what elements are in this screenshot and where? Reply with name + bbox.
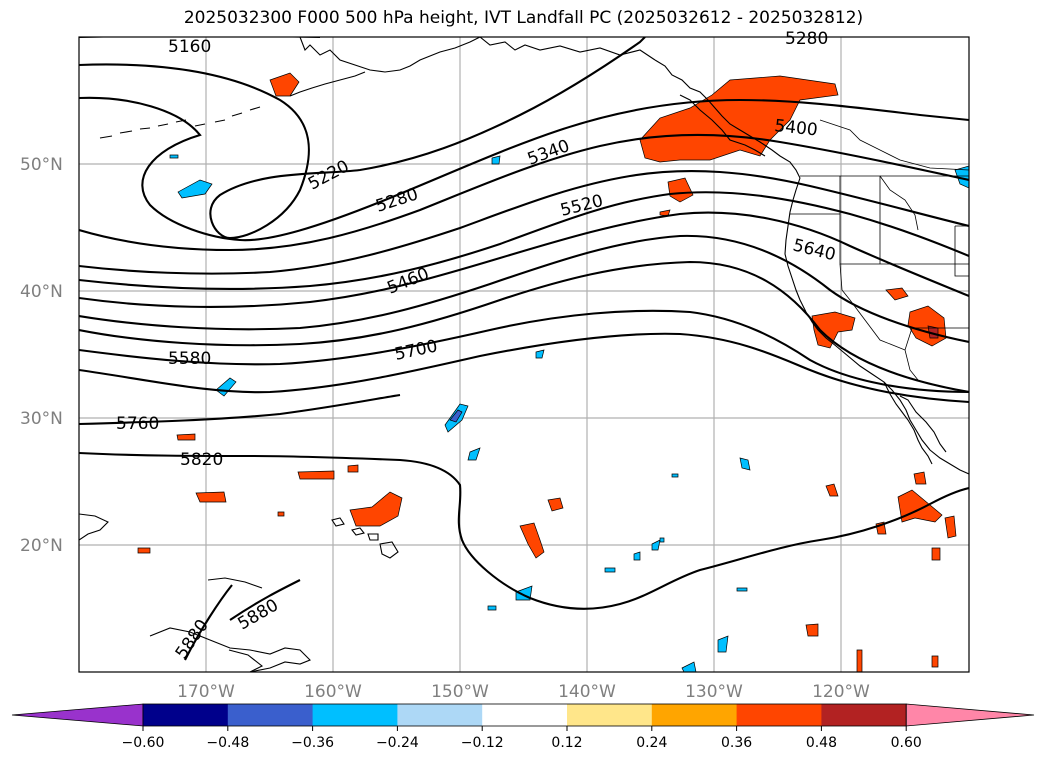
lon-label: 170°W xyxy=(177,682,235,702)
lon-label: 160°W xyxy=(304,682,362,702)
colorbar-tick-label: 0.36 xyxy=(721,735,752,751)
lon-label: 150°W xyxy=(431,682,489,702)
colorbar-tick-label: 0.24 xyxy=(636,735,667,751)
colorbar-tick-label: −0.48 xyxy=(206,735,249,751)
colorbar-segment xyxy=(227,704,314,726)
colorbar-segment xyxy=(143,704,229,726)
contour-label: 5760 xyxy=(116,414,159,434)
colorbar-segment xyxy=(567,704,653,726)
ivt-negative-shading xyxy=(169,154,969,672)
colorbar-tick-label: 0.48 xyxy=(806,735,837,751)
colorbar-segment xyxy=(821,704,907,726)
colorbar-tick-label: −0.24 xyxy=(376,735,419,751)
lat-label: 30°N xyxy=(20,409,63,429)
contour-label: 5820 xyxy=(180,450,223,470)
colorbar-extend-high xyxy=(905,703,1035,727)
colorbar-segment xyxy=(397,704,483,726)
lat-label: 50°N xyxy=(20,155,63,175)
lon-axis-labels: 170°W 160°W 150°W 140°W 130°W 120°W xyxy=(177,682,870,702)
colorbar-segment xyxy=(482,704,568,726)
colorbar-tick-label: −0.60 xyxy=(122,735,165,751)
colorbar-segment xyxy=(312,704,398,726)
colorbar-tick-label: −0.36 xyxy=(291,735,334,751)
lon-label: 120°W xyxy=(812,682,870,702)
lon-label: 140°W xyxy=(558,682,616,702)
colorbar-tick-label: 0.12 xyxy=(551,735,582,751)
colorbar-tick-label: −0.12 xyxy=(461,735,504,751)
ivt-positive-shading xyxy=(137,72,957,672)
lon-label: 130°W xyxy=(685,682,743,702)
lat-axis-labels: 50°N 40°N 30°N 20°N xyxy=(20,155,63,556)
map-title: 2025032300 F000 500 hPa height, IVT Land… xyxy=(183,8,864,28)
contour-label: 5160 xyxy=(168,37,211,57)
lat-label: 20°N xyxy=(20,536,63,556)
contour-label: 5580 xyxy=(168,349,211,369)
colorbar-segment xyxy=(651,704,738,726)
contour-label: 5400 xyxy=(773,116,818,140)
height-contours xyxy=(79,37,969,661)
map-frame xyxy=(78,36,970,673)
colorbar-outline xyxy=(142,703,907,727)
colorbar: −0.60 −0.48 −0.36 −0.24 −0.12 0.12 0.24 0.36 0.4… xyxy=(11,703,1035,751)
colorbar-tick-label: 0.60 xyxy=(891,735,922,751)
colorbar-segment xyxy=(736,704,822,726)
colorbar-extend-low xyxy=(11,703,144,727)
map-panel xyxy=(79,37,969,672)
contour-label: 5280 xyxy=(785,29,828,49)
lat-label: 40°N xyxy=(20,282,63,302)
